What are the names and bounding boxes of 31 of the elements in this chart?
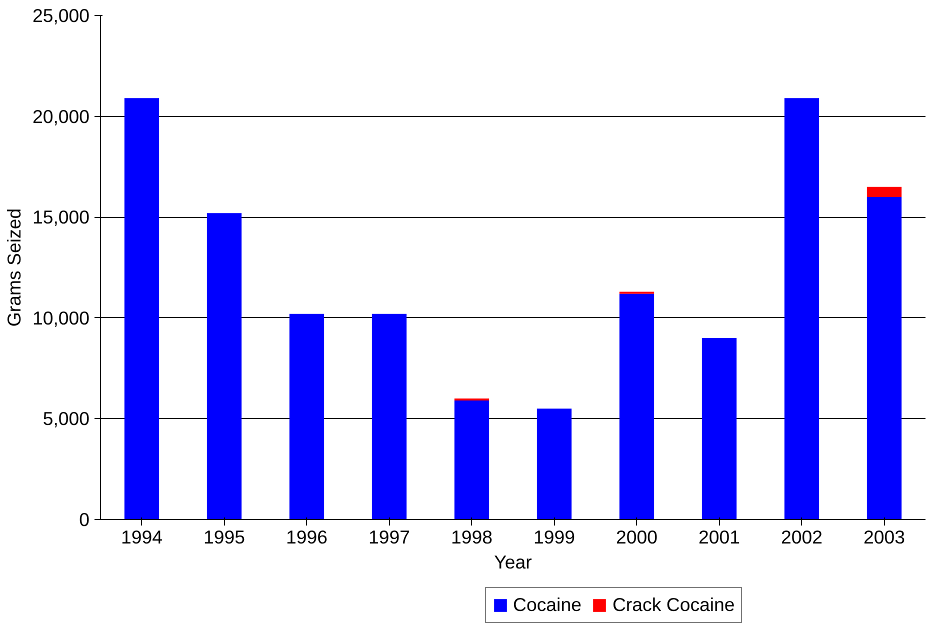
y-tick-label: 10,000 [32, 307, 90, 328]
bar [702, 338, 737, 520]
x-tick-label: 1995 [204, 526, 246, 548]
x-tick-label: 1999 [534, 526, 576, 548]
bar [866, 196, 902, 520]
x-tick-label: 2002 [781, 526, 823, 548]
bar [289, 314, 324, 520]
x-tick-label: 2000 [616, 526, 658, 548]
x-tick-label: 1994 [121, 526, 163, 548]
x-tick-label: 1998 [451, 526, 493, 548]
y-axis-title: Grams Seized [3, 208, 24, 327]
y-tick-label: 0 [79, 509, 90, 530]
x-tick-label: 1997 [368, 526, 410, 548]
bar [866, 186, 902, 197]
legend-label: Crack Cocaine [612, 594, 735, 616]
bar [206, 213, 242, 520]
x-tick-label: 2001 [698, 526, 740, 548]
bar [454, 400, 490, 520]
bar [124, 98, 160, 520]
legend-label: Cocaine [513, 594, 582, 616]
bar [619, 294, 654, 520]
bar [536, 408, 572, 520]
y-tick-label: 15,000 [32, 206, 90, 228]
x-tick-label: 1996 [286, 526, 328, 548]
y-tick-label: 5,000 [42, 408, 90, 430]
y-tick-label: 20,000 [32, 106, 90, 127]
bar [372, 314, 407, 520]
x-axis-title: Year [494, 552, 532, 572]
x-tick-label: 2003 [864, 526, 906, 548]
y-tick-label: 25,000 [32, 5, 90, 26]
bar [784, 98, 820, 520]
